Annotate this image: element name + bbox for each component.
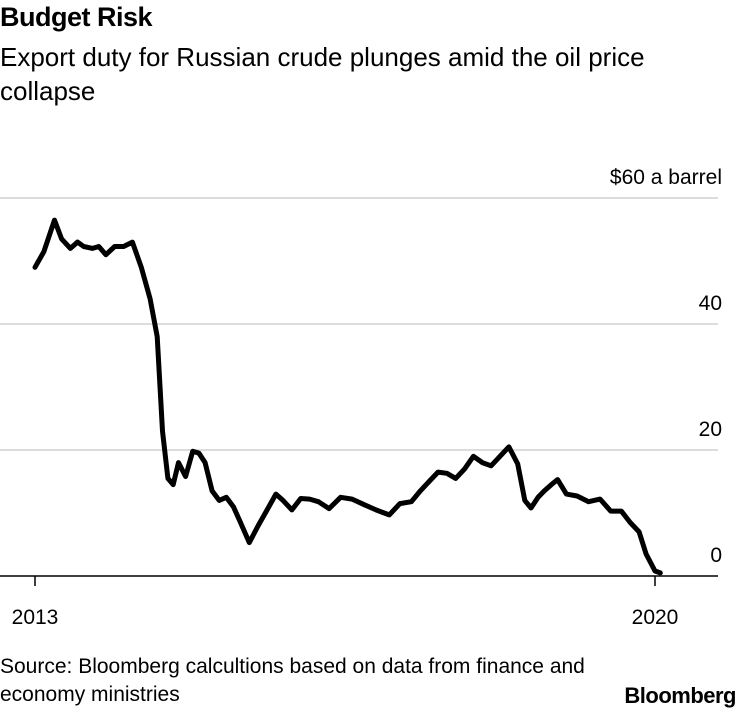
y-tick-label: 0	[710, 544, 722, 567]
chart-subtitle: Export duty for Russian crude plunges am…	[0, 42, 645, 106]
y-tick-label: 20	[699, 418, 722, 441]
series-group	[32, 217, 663, 576]
chart-title: Budget Risk	[0, 2, 153, 32]
gridlines	[0, 197, 718, 451]
y-tick-label: $60 a barrel	[610, 166, 722, 189]
source-note: Source: Bloomberg calcultions based on d…	[0, 655, 585, 706]
x-axis: 2013 2020	[0, 575, 718, 629]
y-axis-ticks: $60 a barrel 40 20 0	[610, 166, 722, 567]
y-tick-label: 40	[699, 292, 722, 315]
series-line-0	[32, 217, 663, 576]
x-tick-label: 2020	[632, 606, 679, 629]
x-tick-label: 2013	[12, 606, 59, 629]
bloomberg-logo: Bloomberg	[624, 683, 736, 708]
